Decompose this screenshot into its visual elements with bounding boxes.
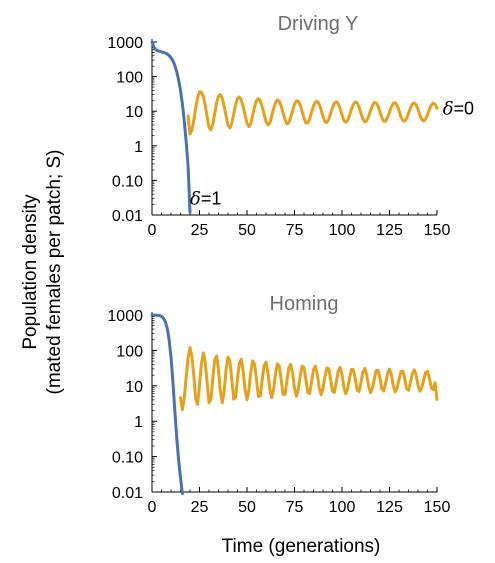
x-tick-label: 100 (329, 222, 356, 239)
y-tick-label: 0.10 (112, 173, 143, 190)
x-tick-label: 25 (191, 222, 209, 239)
y-tick-label: 1000 (107, 35, 143, 52)
x-tick-label: 150 (424, 222, 451, 239)
y-tick-label: 100 (116, 343, 143, 360)
x-tick-label: 100 (329, 499, 356, 516)
series-line-orange (186, 90, 439, 136)
y-axis-label-line2: (mated females per patch; S) (44, 150, 65, 395)
panel-title-homing: Homing (270, 293, 339, 315)
y-tick-label: 0.10 (112, 450, 143, 467)
x-axis-label: Time (generations) (222, 536, 381, 557)
delta-annotation-0: δ=1 (190, 188, 221, 209)
y-tick-label: 10 (125, 104, 143, 121)
y-tick-label: 0.01 (112, 208, 143, 225)
x-tick-label: 0 (148, 222, 157, 239)
x-tick-label: 0 (148, 499, 157, 516)
series-line-blue (150, 40, 192, 214)
panel-title-driving-y: Driving Y (278, 13, 359, 35)
x-tick-label: 125 (376, 499, 403, 516)
y-tick-label: 1000 (107, 308, 143, 325)
y-tick-label: 1 (134, 414, 143, 431)
panel-homing: Homing 0 25 50 75 100 125 150 1000 100 10 1 0.10 0.01 (107, 293, 450, 516)
y-tick-label: 10 (125, 379, 143, 396)
delta-annotation-1: δ=0 (443, 98, 474, 119)
y-tick-label: 1 (134, 139, 143, 156)
panel-driving-y: Driving Y 0 25 50 75 100 125 150 1000 100 10 1 0.10 0… (107, 13, 474, 239)
y-tick-label: 0.01 (112, 485, 143, 502)
x-tick-label: 75 (286, 499, 304, 516)
x-tick-label: 150 (424, 499, 451, 516)
x-tick-label: 50 (238, 499, 256, 516)
x-tick-label: 125 (376, 222, 403, 239)
y-tick-label: 100 (116, 70, 143, 87)
y-axis-label-line1: Population density (20, 194, 41, 350)
x-tick-label: 75 (286, 222, 304, 239)
series-line-blue (150, 313, 184, 496)
x-tick-label: 25 (191, 499, 209, 516)
series-line-orange (179, 346, 439, 412)
x-tick-label: 50 (238, 222, 256, 239)
